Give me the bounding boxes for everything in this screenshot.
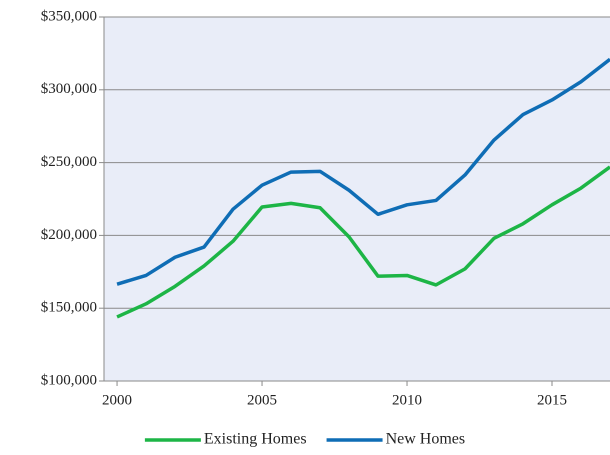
x-tick-label: 2005 (247, 392, 277, 408)
x-tick-label: 2010 (392, 392, 422, 408)
legend-label: Existing Homes (204, 431, 307, 448)
legend-label: New Homes (386, 431, 466, 448)
y-tick-label: $100,000 (41, 372, 97, 388)
data-line (116, 165, 610, 319)
y-tick-label: $200,000 (41, 227, 97, 243)
x-tick-label: 2000 (102, 392, 132, 408)
y-tick-label: $250,000 (41, 154, 97, 170)
y-tick-label: $300,000 (41, 81, 97, 97)
y-tick-label: $350,000 (41, 8, 97, 24)
data-line (116, 57, 610, 286)
y-tick-label: $150,000 (41, 300, 97, 316)
x-tick-label: 2015 (537, 392, 567, 408)
